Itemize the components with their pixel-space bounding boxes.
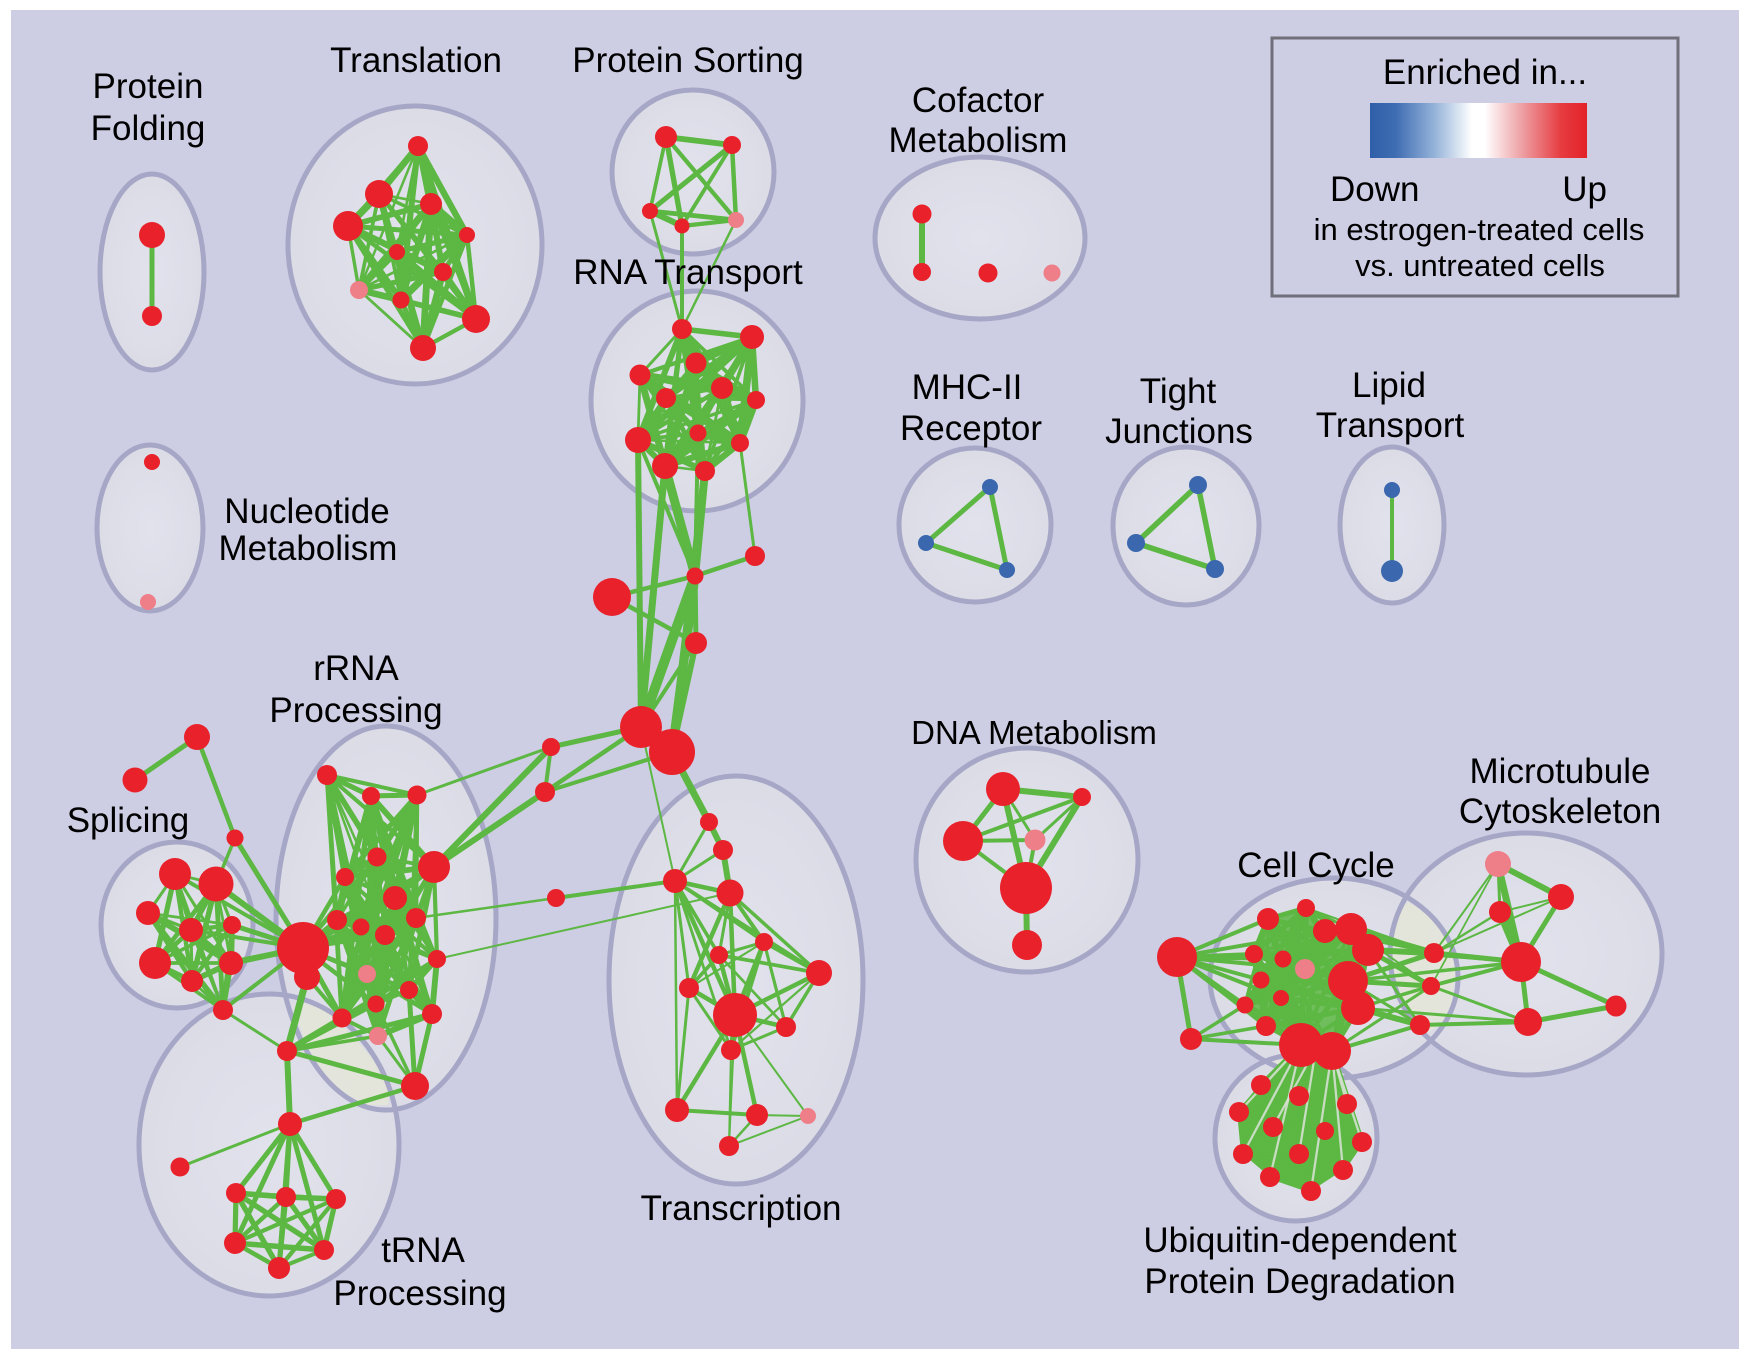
svg-text:Metabolism: Metabolism	[889, 121, 1068, 160]
svg-text:Splicing: Splicing	[67, 801, 190, 840]
svg-text:Enriched in...: Enriched in...	[1383, 53, 1587, 92]
svg-text:in estrogen-treated cells: in estrogen-treated cells	[1314, 212, 1645, 247]
svg-text:Down: Down	[1330, 170, 1419, 209]
svg-text:Processing: Processing	[333, 1274, 506, 1313]
svg-text:tRNA: tRNA	[381, 1231, 465, 1270]
svg-text:Transport: Transport	[1316, 406, 1465, 445]
svg-text:Transcription: Transcription	[641, 1189, 842, 1228]
svg-text:DNA Metabolism: DNA Metabolism	[911, 714, 1157, 751]
svg-text:Protein: Protein	[93, 67, 204, 106]
svg-text:Metabolism: Metabolism	[219, 529, 398, 568]
svg-text:MHC-II: MHC-II	[912, 368, 1023, 407]
svg-text:Processing: Processing	[269, 691, 442, 730]
svg-text:Microtubule: Microtubule	[1470, 752, 1651, 791]
svg-text:Cofactor: Cofactor	[912, 81, 1045, 120]
svg-text:Up: Up	[1562, 170, 1607, 209]
svg-text:Cell Cycle: Cell Cycle	[1237, 846, 1395, 885]
svg-text:Protein Degradation: Protein Degradation	[1144, 1262, 1455, 1301]
svg-text:Receptor: Receptor	[900, 409, 1042, 448]
svg-text:vs. untreated cells: vs. untreated cells	[1355, 248, 1605, 283]
svg-text:Junctions: Junctions	[1105, 412, 1253, 451]
svg-text:rRNA: rRNA	[313, 649, 399, 688]
svg-text:Ubiquitin-dependent: Ubiquitin-dependent	[1143, 1221, 1457, 1260]
svg-text:Tight: Tight	[1140, 372, 1217, 411]
svg-text:Translation: Translation	[330, 41, 502, 80]
svg-text:Lipid: Lipid	[1352, 366, 1426, 405]
svg-text:Protein Sorting: Protein Sorting	[572, 41, 804, 80]
svg-text:Nucleotide: Nucleotide	[224, 492, 389, 531]
svg-text:Folding: Folding	[91, 109, 206, 148]
svg-text:Cytoskeleton: Cytoskeleton	[1459, 792, 1661, 831]
svg-text:RNA Transport: RNA Transport	[573, 253, 803, 292]
